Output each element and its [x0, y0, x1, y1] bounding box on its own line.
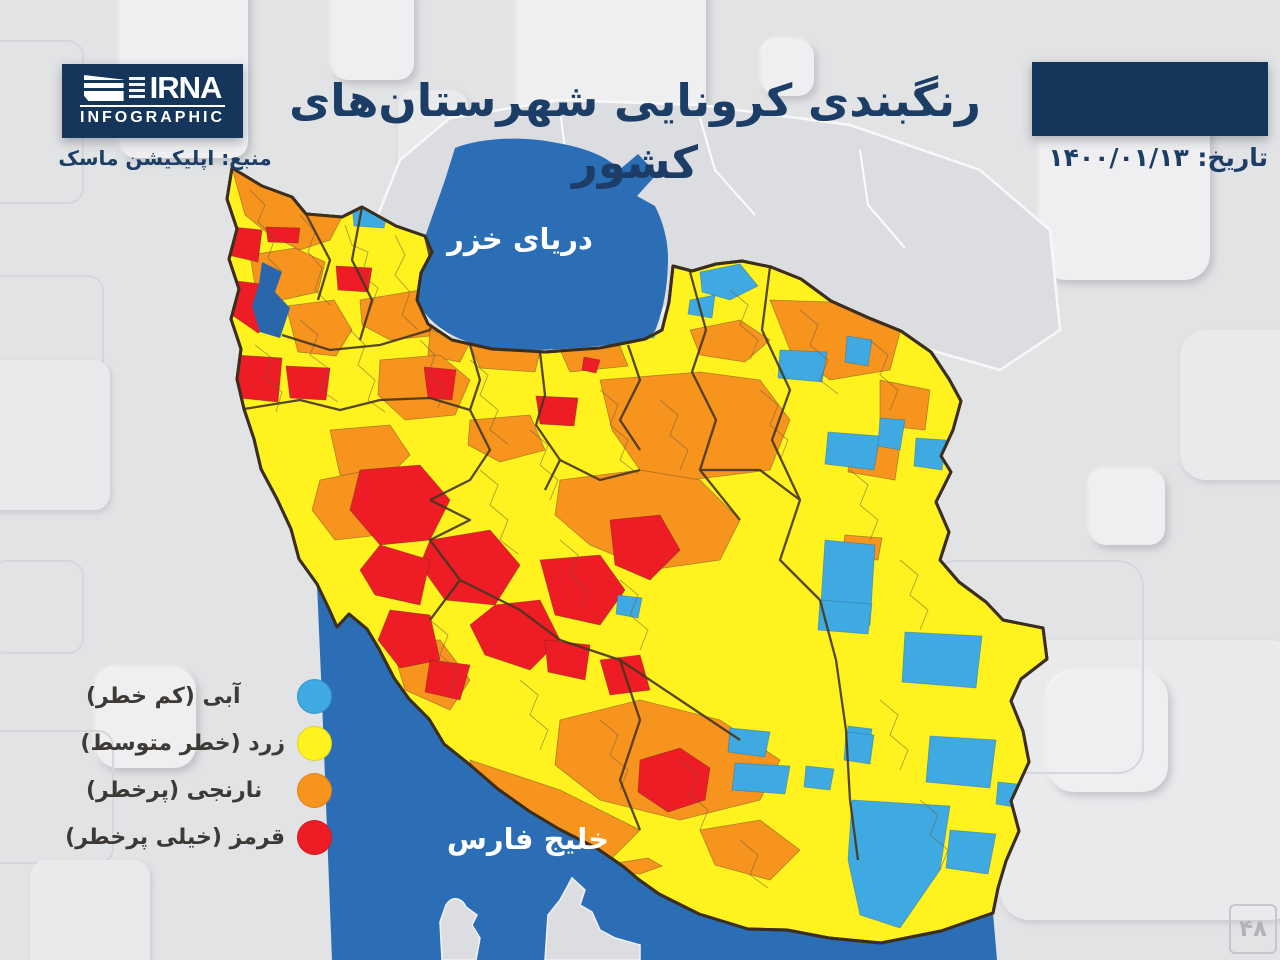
- caspian-sea: [414, 138, 668, 350]
- legend-item-medium: زرد (خطر متوسط): [80, 725, 332, 761]
- bg-tile: [762, 40, 814, 96]
- red-counties: [227, 226, 711, 813]
- bg-tile: [1180, 330, 1280, 480]
- gulf-peninsulas: [439, 876, 641, 960]
- bg-tile: [30, 860, 150, 960]
- province-borders: [243, 206, 860, 861]
- date-label: تاریخ: ۱۴۰۰/۰۱/۱۳: [1048, 143, 1268, 172]
- page-number: ۴۸: [1229, 904, 1277, 954]
- lake-urmia: [252, 262, 290, 338]
- legend-item-high: نارنجی (پرخطر): [86, 772, 332, 808]
- bg-tile: [332, 0, 414, 80]
- iran-border-stroke: [225, 166, 1049, 945]
- legend-label: زرد (خطر متوسط): [80, 730, 285, 756]
- legend-item-low: آبی (کم خطر): [86, 678, 332, 714]
- legend-swatch-red: [297, 819, 332, 855]
- legend-swatch-orange: [297, 772, 332, 808]
- source-label: منبع: اپلیکیشن ماسک: [58, 146, 272, 170]
- irna-logo-text: IRNA: [149, 70, 223, 105]
- persian-gulf-label: خلیج فارس: [446, 822, 610, 856]
- irna-bird-icon: [83, 75, 124, 101]
- legend-item-very-high: قرمز (خیلی پرخطر): [65, 819, 332, 855]
- risk-legend: آبی (کم خطر) زرد (خطر متوسط) نارنجی (پرخ…: [65, 678, 332, 855]
- irna-logo: IRNA INFOGRAPHIC: [62, 64, 243, 138]
- caspian-sea-label: دریای خزر: [447, 222, 593, 256]
- bg-tile: [0, 360, 110, 510]
- bg-tile: [1090, 470, 1165, 545]
- blue-counties: [351, 204, 1027, 929]
- legend-swatch-yellow: [297, 725, 332, 761]
- legend-label: نارنجی (پرخطر): [86, 777, 263, 803]
- legend-label: آبی (کم خطر): [86, 683, 241, 709]
- page-title: رنگبندی کرونایی شهرستان‌های کشور: [289, 74, 981, 189]
- persian-gulf: [317, 584, 997, 960]
- legend-swatch-blue: [297, 678, 332, 714]
- irna-grid-icon: [128, 77, 145, 101]
- header-right-block: [1032, 62, 1268, 136]
- legend-label: قرمز (خیلی پرخطر): [65, 824, 285, 850]
- county-borders: [249, 189, 949, 889]
- bg-tile: [0, 560, 84, 654]
- irna-logo-subtitle: INFOGRAPHIC: [80, 105, 225, 127]
